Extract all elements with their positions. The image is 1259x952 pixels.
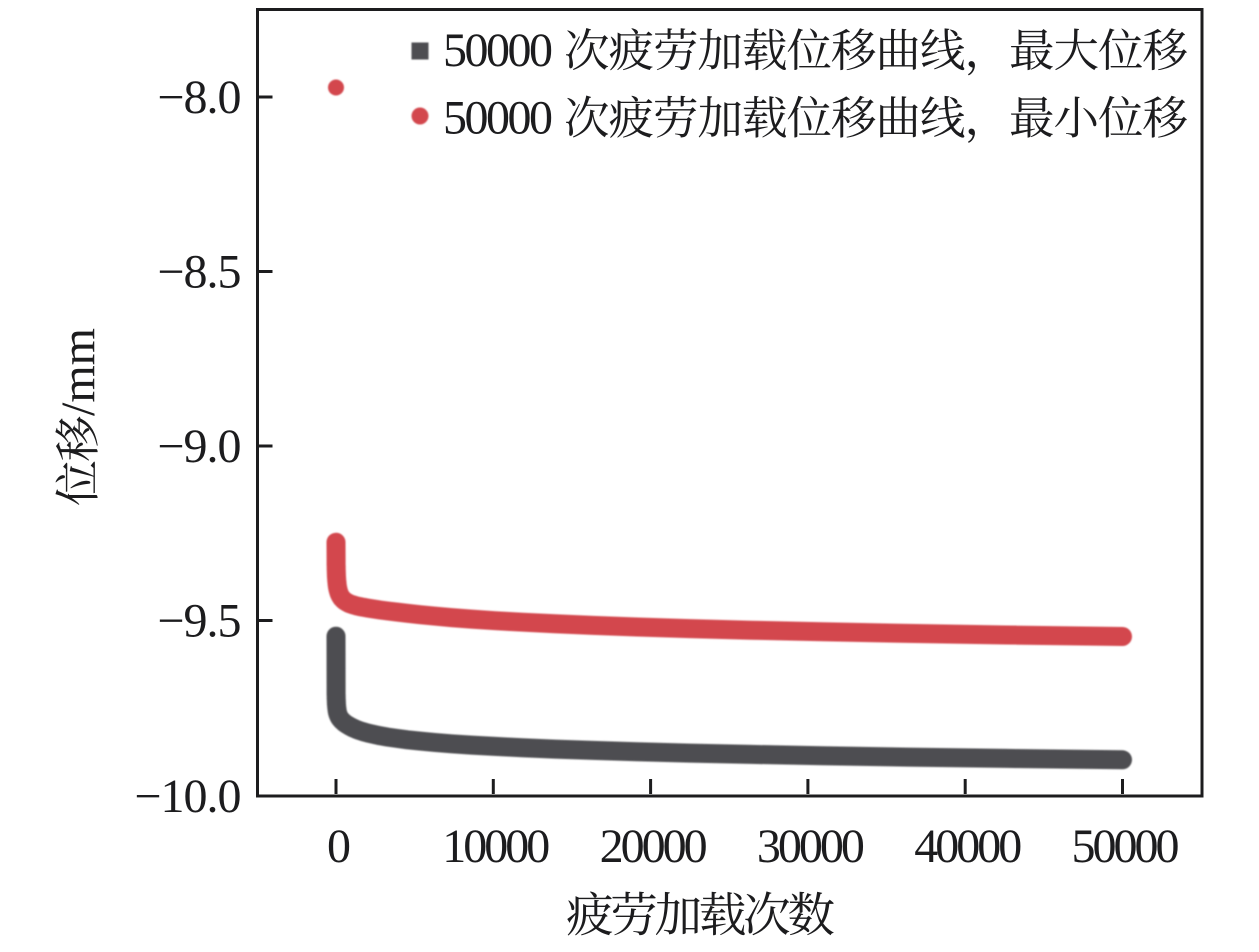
svg-text:−8.5: −8.5 bbox=[157, 245, 240, 298]
svg-text:−8.0: −8.0 bbox=[157, 71, 240, 124]
svg-text:−9.5: −9.5 bbox=[157, 594, 240, 647]
svg-text:30000: 30000 bbox=[757, 820, 864, 873]
svg-text:10000: 10000 bbox=[442, 820, 549, 873]
svg-text:20000: 20000 bbox=[600, 820, 707, 873]
svg-text:−9.0: −9.0 bbox=[157, 420, 240, 473]
svg-text:/mm: /mm bbox=[52, 328, 105, 416]
svg-text:50000: 50000 bbox=[443, 92, 552, 145]
svg-text:40000: 40000 bbox=[914, 820, 1021, 873]
svg-text:0: 0 bbox=[327, 820, 350, 873]
svg-text:50000: 50000 bbox=[443, 24, 552, 77]
svg-text:−10.0: −10.0 bbox=[134, 770, 240, 823]
svg-text:50000: 50000 bbox=[1072, 820, 1179, 873]
